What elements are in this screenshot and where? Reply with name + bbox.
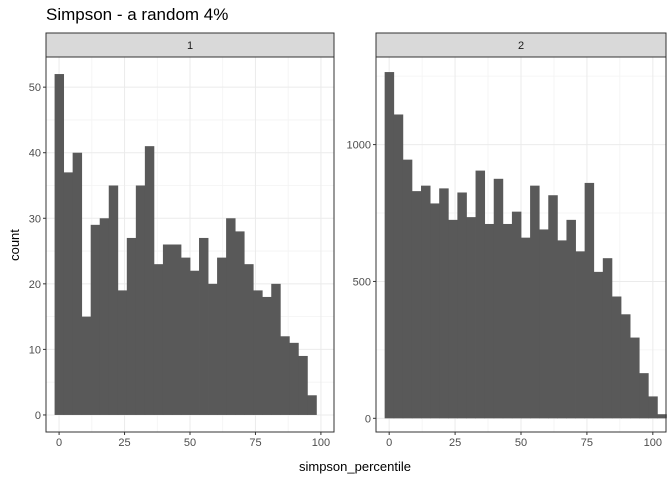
histogram-bar [217, 257, 227, 415]
chart-title: Simpson - a random 4% [46, 5, 229, 24]
histogram-bar [135, 185, 146, 415]
histogram-bar [511, 211, 522, 419]
histogram-bar [620, 314, 631, 419]
histogram-bar [639, 373, 649, 419]
y-tick-label: 40 [29, 148, 41, 160]
histogram-bar [54, 74, 65, 415]
histogram-bar [63, 172, 74, 415]
histogram-bar [72, 152, 83, 415]
x-axis-title: simpson_percentile [299, 459, 411, 474]
histogram-bar [457, 192, 467, 419]
histogram-bar [162, 244, 173, 415]
histogram-bar [584, 182, 595, 419]
histogram-bar [180, 257, 191, 415]
facet-strip-label: 2 [518, 40, 524, 52]
facet-strip [375, 32, 667, 58]
x-tick-label: 100 [644, 437, 662, 449]
histogram-bar [262, 296, 272, 415]
histogram-bar [144, 146, 155, 415]
histogram-bar [502, 223, 513, 419]
histogram-bar [280, 336, 290, 415]
histogram-bar [99, 218, 110, 415]
histogram-bar [566, 219, 576, 419]
histogram-bar [430, 203, 440, 419]
histogram-bar [244, 264, 254, 415]
histogram-bar [575, 251, 586, 419]
histogram-bar [539, 229, 549, 419]
histogram-bar [439, 188, 449, 419]
histogram-bar [199, 237, 209, 415]
histogram-bar [657, 414, 667, 419]
histogram-bar [108, 185, 119, 415]
y-tick-label: 30 [29, 213, 41, 225]
histogram-bar [402, 159, 413, 419]
histogram-bar [548, 195, 558, 419]
y-tick-label: 0 [35, 410, 41, 422]
histogram-bar [171, 244, 182, 415]
histogram-bar [117, 290, 128, 415]
y-tick-label: 0 [365, 413, 371, 425]
histogram-bar [208, 283, 218, 415]
histogram-bar [384, 72, 395, 419]
x-tick-label: 75 [581, 437, 593, 449]
x-tick-label: 75 [249, 437, 261, 449]
x-tick-label: 25 [118, 437, 130, 449]
histogram-bar [253, 290, 263, 415]
y-tick-label: 10 [29, 344, 41, 356]
histogram-bar [298, 355, 308, 415]
y-tick-label: 500 [353, 276, 371, 288]
x-tick-label: 25 [449, 437, 461, 449]
histogram-bar [307, 395, 317, 415]
histogram-bar [521, 237, 531, 419]
histogram-bar [421, 185, 431, 419]
histogram-bar [289, 342, 299, 415]
facet-strip [45, 32, 335, 58]
histogram-bar [593, 271, 604, 419]
histogram-bar [235, 231, 245, 415]
histogram-bar [271, 283, 281, 415]
histogram-bar [630, 337, 640, 419]
histogram-bar [530, 185, 540, 419]
histogram-bar [90, 224, 101, 415]
y-axis-title: count [7, 229, 22, 261]
x-tick-label: 50 [515, 437, 527, 449]
histogram-bar [493, 178, 504, 419]
histogram-bar [393, 114, 404, 419]
histogram-bar [602, 258, 613, 419]
histogram-bar [448, 219, 458, 419]
histogram-bar [648, 396, 658, 419]
x-tick-label: 0 [56, 437, 62, 449]
facet-strip-label: 1 [187, 40, 193, 52]
y-tick-label: 20 [29, 279, 41, 291]
x-tick-label: 0 [386, 437, 392, 449]
histogram-bar [484, 223, 495, 419]
histogram-bar [226, 218, 236, 415]
histogram-bar [126, 237, 137, 415]
histogram-bar [466, 217, 476, 419]
histogram-bar [153, 264, 164, 415]
y-tick-label: 50 [29, 82, 41, 94]
histogram-bar [557, 240, 567, 419]
x-tick-label: 100 [312, 437, 330, 449]
histogram-bar [190, 270, 200, 415]
histogram-bar [411, 191, 422, 419]
histogram-bar [611, 296, 622, 419]
histogram-bar [81, 316, 92, 415]
y-tick-label: 1000 [347, 140, 371, 152]
x-tick-label: 50 [184, 437, 196, 449]
histogram-bar [475, 170, 486, 419]
